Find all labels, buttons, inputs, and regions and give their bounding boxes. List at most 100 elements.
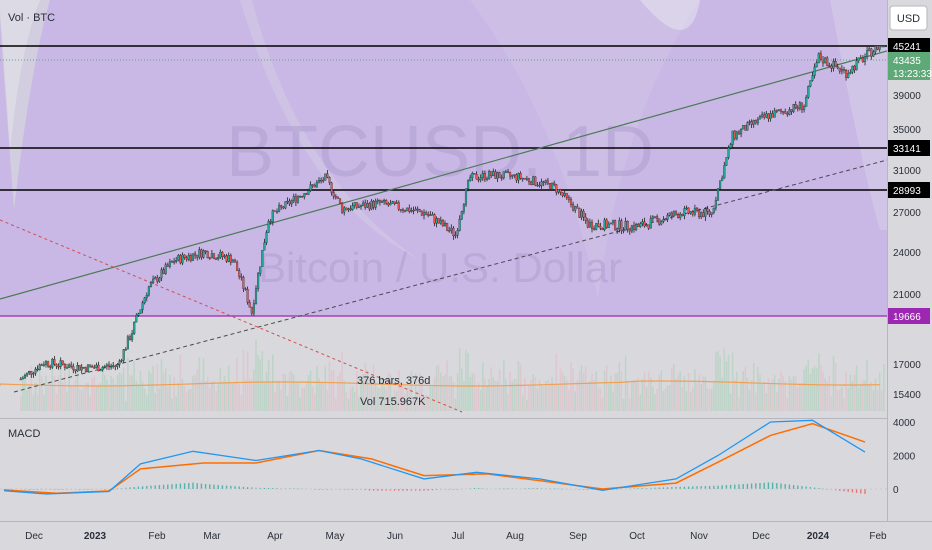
- macd-hist-bar: [423, 489, 425, 491]
- candle: [527, 177, 531, 185]
- volume-bar: [200, 380, 203, 411]
- macd-hist-bar: [654, 487, 656, 489]
- candle: [853, 64, 856, 74]
- volume-bar: [120, 373, 123, 411]
- volume-bar: [137, 384, 140, 411]
- candle: [441, 219, 444, 227]
- candle: [637, 222, 640, 228]
- volume-bar: [219, 367, 222, 411]
- volume-bar: [864, 379, 866, 411]
- volume-bar: [883, 363, 885, 411]
- candle: [246, 286, 249, 305]
- volume-bar: [173, 376, 175, 411]
- candle: [471, 171, 474, 182]
- candle: [383, 198, 386, 205]
- candle: [431, 211, 434, 216]
- candle: [752, 119, 755, 128]
- macd-tick-0: 0: [893, 485, 899, 496]
- candle: [374, 198, 377, 210]
- macd-hist-bar: [133, 487, 135, 489]
- currency-button[interactable]: [889, 5, 928, 31]
- candle: [693, 204, 696, 217]
- candle: [861, 55, 864, 63]
- volume-bar: [507, 393, 509, 411]
- macd-hist-bar: [263, 487, 266, 489]
- volume-bar: [125, 401, 127, 411]
- price-axis[interactable]: [887, 0, 932, 521]
- macd-hist-bar: [759, 482, 761, 489]
- candle: [84, 366, 87, 373]
- candle: [490, 171, 493, 178]
- candle: [498, 171, 501, 178]
- decorative-arcs: [0, 0, 887, 260]
- candle: [317, 177, 321, 184]
- macd-hist-bar: [675, 486, 677, 489]
- volume-bar: [412, 398, 415, 411]
- volume-bar: [263, 381, 266, 411]
- candle: [653, 216, 657, 219]
- candle: [273, 210, 276, 212]
- macd-hist-bar: [141, 486, 144, 489]
- channel-lower-line[interactable]: [13, 159, 887, 393]
- macd-hist-bar: [582, 489, 585, 490]
- macd-hist-bar: [528, 488, 530, 489]
- candle: [78, 365, 81, 371]
- price-axis-tags: 45241 33141 28993 19666 43435 13:23:33: [888, 38, 932, 324]
- volume-bar: [776, 391, 778, 411]
- volume-bar: [729, 393, 732, 411]
- candle: [674, 210, 678, 216]
- volume-bar: [251, 379, 253, 411]
- macd-hist-bar: [154, 485, 156, 489]
- volume-bar: [156, 364, 159, 411]
- candle: [576, 203, 579, 209]
- candle: [798, 100, 801, 111]
- volume-indicator-label[interactable]: Vol · BTC: [8, 12, 55, 24]
- volume-bar: [677, 375, 679, 411]
- channel-upper-line[interactable]: [0, 50, 887, 300]
- time-axis[interactable]: [0, 521, 932, 550]
- measure-line[interactable]: [0, 219, 463, 413]
- macd-hist-bar: [158, 485, 161, 489]
- candle: [97, 361, 100, 372]
- candle: [670, 211, 673, 220]
- candle: [200, 248, 203, 260]
- candle: [548, 183, 552, 191]
- macd-hist-bar: [708, 485, 711, 489]
- candle: [61, 360, 64, 366]
- volume-bar: [343, 380, 345, 411]
- volume-bar: [603, 370, 606, 411]
- volume-bar: [853, 374, 856, 411]
- candle: [756, 116, 759, 126]
- macd-hist-bar: [683, 486, 686, 489]
- candle: [584, 213, 587, 224]
- candle: [805, 94, 808, 107]
- time-label-Aug: Aug: [506, 531, 524, 542]
- volume-bar: [824, 378, 826, 411]
- candle: [359, 204, 363, 210]
- macd-line: [3, 419, 866, 495]
- volume-bar: [704, 376, 707, 411]
- candle: [467, 179, 470, 192]
- horizontal-levels[interactable]: [0, 45, 887, 317]
- macd-hist-bar: [389, 489, 392, 491]
- macd-indicator-label[interactable]: MACD: [8, 428, 40, 440]
- candle: [513, 174, 516, 179]
- volume-bar: [681, 387, 684, 411]
- volume-bar: [765, 393, 768, 411]
- volume-bar: [689, 391, 692, 411]
- candle: [328, 176, 331, 186]
- volume-bar: [345, 391, 348, 411]
- candle: [496, 171, 499, 182]
- trend-lines[interactable]: [0, 50, 887, 413]
- volume-bar: [452, 382, 455, 411]
- macd-hist-bar: [767, 482, 770, 489]
- candle: [389, 199, 392, 206]
- candles-series[interactable]: [19, 45, 885, 381]
- macd-hist-bar: [456, 488, 459, 490]
- candle: [141, 300, 144, 314]
- candle: [763, 111, 766, 120]
- volume-bar: [490, 367, 492, 411]
- volume-bar: [589, 381, 591, 411]
- price-tag-label: 33141: [893, 144, 921, 155]
